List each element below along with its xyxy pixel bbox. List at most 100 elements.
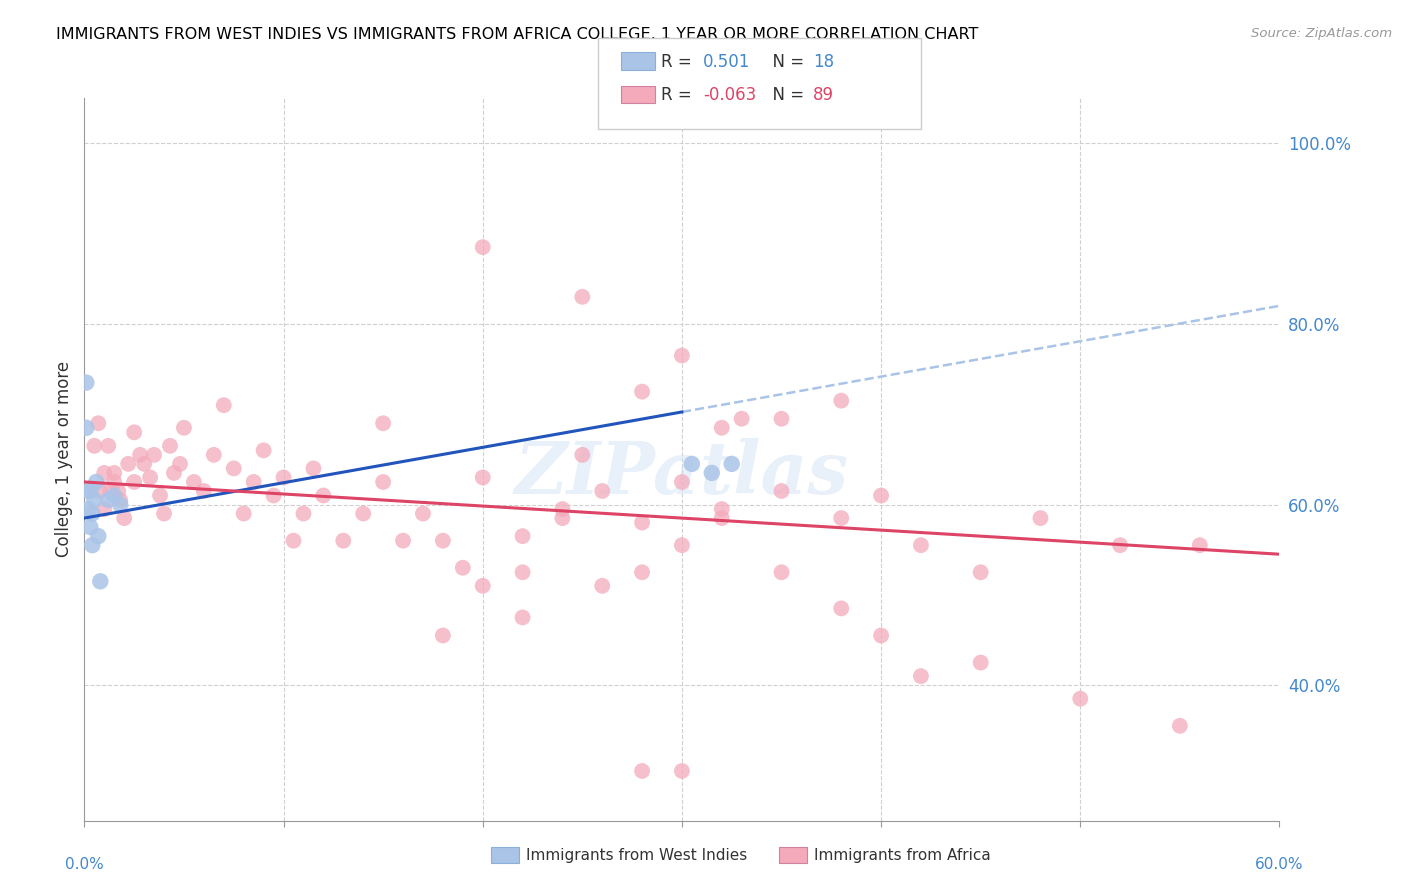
Point	[451, 561, 474, 575]
Point	[770, 411, 793, 425]
Point	[117, 457, 139, 471]
Point	[132, 457, 156, 471]
Point	[86, 475, 108, 489]
Point	[107, 483, 129, 498]
Point	[183, 475, 205, 489]
Point	[1029, 511, 1052, 525]
Point	[571, 448, 593, 462]
Point	[302, 461, 325, 475]
Point	[173, 421, 195, 435]
Point	[87, 416, 110, 431]
Point	[412, 507, 434, 521]
Text: 60.0%: 60.0%	[1256, 856, 1303, 871]
Point	[720, 457, 742, 471]
Point	[83, 439, 105, 453]
Point	[830, 601, 852, 615]
Point	[631, 566, 654, 580]
Point	[77, 502, 100, 516]
Point	[98, 483, 121, 498]
Point	[82, 507, 104, 521]
Point	[232, 507, 254, 521]
Point	[870, 628, 893, 642]
Text: R =: R =	[661, 87, 697, 104]
Point	[1069, 691, 1091, 706]
Point	[77, 483, 100, 498]
Text: 18: 18	[813, 53, 834, 70]
Point	[512, 529, 534, 543]
Point	[700, 466, 723, 480]
Point	[87, 529, 110, 543]
Point	[631, 384, 654, 399]
Point	[830, 511, 852, 525]
Point	[193, 483, 215, 498]
Point	[1168, 719, 1191, 733]
Point	[89, 483, 111, 498]
Point	[263, 489, 285, 503]
Text: IMMIGRANTS FROM WEST INDIES VS IMMIGRANTS FROM AFRICA COLLEGE, 1 YEAR OR MORE CO: IMMIGRANTS FROM WEST INDIES VS IMMIGRANT…	[56, 27, 979, 42]
Point	[292, 507, 315, 521]
Point	[153, 507, 176, 521]
Point	[471, 470, 494, 484]
Point	[710, 502, 733, 516]
Point	[910, 538, 932, 552]
Point	[93, 466, 115, 480]
Point	[122, 425, 145, 440]
Point	[591, 579, 613, 593]
Text: R =: R =	[661, 53, 697, 70]
Point	[512, 610, 534, 624]
Point	[253, 443, 276, 458]
Point	[103, 475, 125, 489]
Point	[202, 448, 225, 462]
Point	[75, 421, 97, 435]
Point	[1109, 538, 1132, 552]
Point	[169, 457, 191, 471]
Point	[103, 489, 125, 503]
Point	[283, 533, 305, 548]
Text: 0.501: 0.501	[703, 53, 751, 70]
Point	[163, 466, 186, 480]
Point	[970, 566, 993, 580]
Point	[631, 516, 654, 530]
Text: 89: 89	[813, 87, 834, 104]
Point	[79, 520, 101, 534]
Point	[103, 466, 125, 480]
Text: N =: N =	[762, 87, 810, 104]
Point	[681, 457, 703, 471]
Point	[970, 656, 993, 670]
Point	[312, 489, 335, 503]
Point	[671, 538, 693, 552]
Point	[352, 507, 374, 521]
Point	[512, 566, 534, 580]
Point	[1188, 538, 1211, 552]
Point	[471, 579, 494, 593]
Point	[551, 511, 574, 525]
Point	[671, 475, 693, 489]
Point	[89, 574, 111, 589]
Point	[731, 411, 754, 425]
Point	[112, 511, 135, 525]
Text: 0.0%: 0.0%	[65, 856, 104, 871]
Point	[110, 493, 132, 508]
Point	[222, 461, 245, 475]
Point	[93, 502, 115, 516]
Point	[212, 398, 235, 412]
Point	[159, 439, 181, 453]
Point	[591, 483, 613, 498]
Text: Source: ZipAtlas.com: Source: ZipAtlas.com	[1251, 27, 1392, 40]
Point	[471, 240, 494, 254]
Point	[139, 470, 162, 484]
Point	[671, 349, 693, 363]
Point	[432, 533, 454, 548]
Point	[631, 764, 654, 778]
Point	[551, 502, 574, 516]
Point	[373, 475, 395, 489]
Point	[79, 483, 101, 498]
Point	[870, 489, 893, 503]
Point	[110, 498, 132, 512]
Text: N =: N =	[762, 53, 810, 70]
Point	[710, 511, 733, 525]
Point	[122, 475, 145, 489]
Point	[143, 448, 166, 462]
Point	[129, 448, 152, 462]
Point	[75, 376, 97, 390]
